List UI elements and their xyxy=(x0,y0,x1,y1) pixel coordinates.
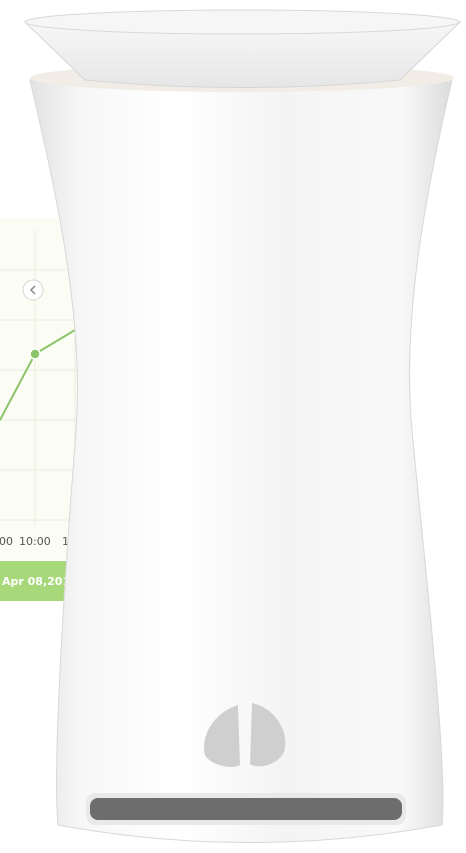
device-funnel-top xyxy=(25,10,459,34)
device xyxy=(25,10,460,843)
point xyxy=(30,349,40,359)
scroll-button[interactable] xyxy=(23,280,43,300)
scene: 00 10:00 11: Apr 08,2018 xyxy=(0,0,466,853)
device-body xyxy=(30,80,452,843)
slot xyxy=(90,798,402,820)
page: 00 10:00 11: Apr 08,2018 (() => { const … xyxy=(0,0,466,853)
time-label: 10:00 xyxy=(19,535,51,548)
time-label: 00 xyxy=(0,535,13,548)
